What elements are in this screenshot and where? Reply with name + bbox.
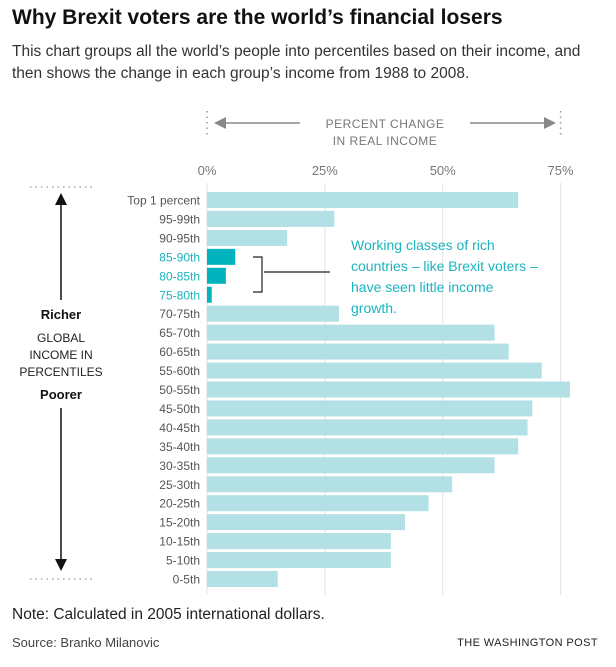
category-label: 40-45th (159, 421, 200, 435)
bar-25-30th (207, 476, 453, 493)
up-arrow-icon (55, 193, 67, 205)
category-label: 20-25th (159, 497, 200, 511)
category-label: 60-65th (159, 345, 200, 359)
category-label: 80-85th (159, 269, 200, 283)
side-scale: Richer GLOBAL INCOME IN PERCENTILES Poor… (19, 186, 103, 580)
category-label: 35-40th (159, 440, 200, 454)
category-label: 55-60th (159, 364, 200, 378)
bar-50-55th (207, 381, 570, 398)
axis-header-line-1: PERCENT CHANGE (326, 117, 445, 131)
bar-40-45th (207, 419, 528, 436)
bar-5-10th (207, 552, 391, 569)
category-label: 5-10th (166, 554, 200, 568)
category-label: 45-50th (159, 402, 200, 416)
bar-10-15th (207, 533, 391, 550)
annotation-line-3: have seen little income (351, 279, 494, 295)
poorer-label: Poorer (40, 387, 82, 402)
bar-90-95th (207, 229, 288, 246)
annotation: Working classes of rich countries – like… (253, 237, 538, 316)
bar-35-40th (207, 438, 519, 455)
axis-header: PERCENT CHANGE IN REAL INCOME (214, 117, 556, 148)
annotation-line-4: growth. (351, 300, 397, 316)
footer-credit: THE WASHINGTON POST (457, 637, 598, 649)
category-label: 30-35th (159, 459, 200, 473)
annotation-line-2: countries – like Brexit voters – (351, 258, 538, 274)
right-arrow-head-icon (544, 117, 556, 129)
axis-header-line-2: IN REAL INCOME (333, 134, 438, 148)
bar-70-75th (207, 305, 339, 322)
bar-30-35th (207, 457, 495, 474)
annotation-bracket (253, 256, 263, 293)
bar-15-20th (207, 514, 405, 531)
side-label-line-3: PERCENTILES (19, 365, 102, 379)
annotation-line-1: Working classes of rich (351, 237, 495, 253)
category-label: 50-55th (159, 383, 200, 397)
bar-85-90th (207, 248, 236, 265)
left-arrow-head-icon (214, 117, 226, 129)
footer-note: Note: Calculated in 2005 international d… (12, 606, 325, 623)
x-tick-label: 50% (430, 163, 456, 178)
x-tick-label: 25% (312, 163, 338, 178)
bar-20-25th (207, 495, 429, 512)
bar-75-80th (207, 286, 212, 303)
category-label: 65-70th (159, 326, 200, 340)
bar-top-1-percent (207, 192, 519, 208)
richer-label: Richer (41, 307, 81, 322)
bar-0-5th (207, 571, 278, 587)
category-label: 85-90th (159, 250, 200, 264)
category-label: 70-75th (159, 307, 200, 321)
bars (207, 192, 570, 587)
category-label: 75-80th (159, 288, 200, 302)
chart-title: Why Brexit voters are the world’s financ… (12, 6, 503, 29)
down-arrow-icon (55, 559, 67, 571)
category-label: 15-20th (159, 516, 200, 530)
category-label: 10-15th (159, 535, 200, 549)
x-tick-label: 75% (548, 163, 574, 178)
category-label: 95-99th (159, 212, 200, 226)
category-label: 0-5th (173, 573, 200, 587)
bar-80-85th (207, 267, 226, 284)
bar-95-99th (207, 210, 335, 227)
category-label: 25-30th (159, 478, 200, 492)
x-tick-label: 0% (198, 163, 217, 178)
footer-source: Source: Branko Milanovic (12, 635, 160, 650)
category-label: Top 1 percent (127, 194, 200, 208)
bar-55-60th (207, 362, 542, 379)
chart-subtitle: This chart groups all the world’s people… (12, 43, 581, 82)
bar-60-65th (207, 343, 509, 360)
bar-65-70th (207, 324, 495, 341)
category-label: 90-95th (159, 231, 200, 245)
side-label-line-2: INCOME IN (29, 348, 92, 362)
x-tick-labels: 0% 25% 50% 75% (198, 163, 574, 178)
bar-45-50th (207, 400, 533, 417)
side-label-line-1: GLOBAL (37, 331, 85, 345)
category-labels: Top 1 percent 95-99th 90-95th 85-90th 80-85t… (127, 194, 200, 587)
